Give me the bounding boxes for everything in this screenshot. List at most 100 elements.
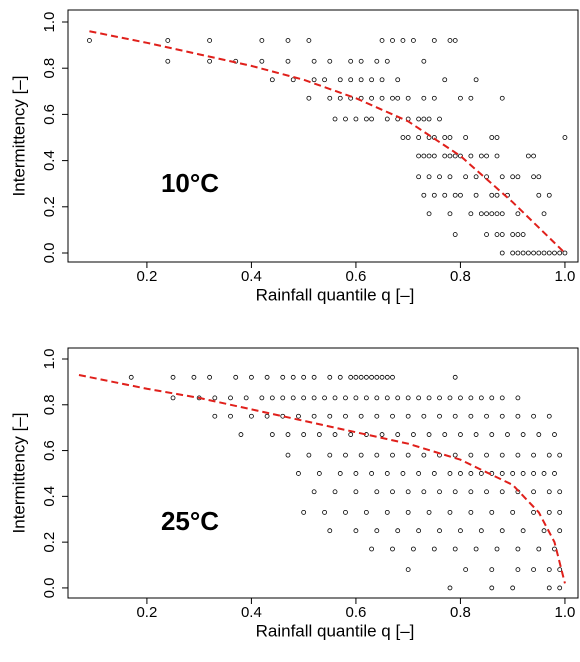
point	[379, 38, 385, 43]
point	[379, 374, 385, 380]
point	[442, 135, 448, 140]
point	[463, 567, 469, 573]
point	[379, 77, 385, 83]
point	[301, 432, 307, 437]
plot-frame	[67, 9, 579, 263]
point	[228, 413, 233, 419]
point	[473, 77, 479, 83]
point	[390, 489, 395, 495]
point	[306, 452, 312, 458]
point	[431, 95, 437, 101]
point	[437, 174, 442, 180]
point	[416, 135, 422, 140]
point	[327, 95, 333, 101]
point	[452, 232, 458, 237]
point	[499, 452, 505, 458]
point	[437, 489, 442, 495]
point	[374, 413, 380, 419]
point	[358, 58, 364, 64]
point	[421, 489, 427, 495]
point	[458, 192, 463, 198]
point	[311, 395, 317, 401]
point	[468, 509, 474, 515]
x-axis-label: Rainfall quantile q [–]	[256, 285, 415, 304]
point	[499, 413, 505, 419]
point	[484, 153, 489, 159]
x-tick-label: 0.4	[241, 268, 262, 285]
point	[348, 58, 354, 64]
point	[363, 395, 369, 401]
point	[452, 374, 458, 380]
point	[87, 38, 92, 43]
point	[489, 135, 495, 140]
point	[421, 413, 427, 419]
point	[353, 374, 359, 380]
point	[525, 250, 531, 256]
point	[546, 413, 552, 419]
point	[431, 546, 437, 552]
point	[489, 192, 495, 198]
point	[531, 509, 536, 515]
point	[249, 374, 254, 380]
point	[264, 413, 270, 419]
point	[478, 211, 484, 217]
point	[337, 77, 343, 83]
point	[301, 374, 307, 380]
point	[515, 395, 521, 401]
point	[510, 585, 516, 591]
point	[384, 471, 390, 476]
point	[280, 395, 286, 401]
point	[499, 489, 505, 495]
point	[332, 395, 338, 401]
point	[170, 395, 176, 401]
point	[416, 174, 422, 180]
point	[431, 192, 437, 198]
point	[353, 471, 359, 476]
point	[531, 250, 536, 256]
point	[337, 374, 343, 380]
point	[442, 192, 448, 198]
point	[557, 528, 563, 534]
point	[489, 509, 495, 515]
point	[531, 413, 536, 419]
y-tick-label: 0.2	[41, 532, 58, 553]
point	[405, 489, 411, 495]
point	[311, 489, 317, 495]
point	[285, 58, 291, 64]
point	[405, 509, 411, 515]
point	[447, 211, 453, 217]
point	[322, 509, 327, 515]
point	[301, 395, 307, 401]
point	[447, 174, 453, 180]
point	[395, 432, 401, 437]
point	[494, 153, 500, 159]
y-tick-label: 0.6	[41, 104, 58, 125]
point	[541, 250, 547, 256]
x-tick-label: 0.2	[136, 604, 157, 621]
point	[395, 395, 401, 401]
point	[447, 395, 453, 401]
point	[499, 232, 505, 237]
plot-frame	[67, 347, 579, 599]
point	[478, 395, 484, 401]
point	[499, 250, 505, 256]
point	[562, 135, 568, 140]
point	[515, 174, 521, 180]
point	[536, 250, 542, 256]
point	[369, 116, 374, 122]
point	[285, 432, 291, 437]
point	[520, 232, 526, 237]
point	[348, 77, 354, 83]
point	[515, 232, 521, 237]
point	[374, 374, 380, 380]
point	[437, 528, 442, 534]
point	[358, 452, 364, 458]
point	[431, 153, 437, 159]
point	[306, 95, 312, 101]
point	[515, 211, 521, 217]
point	[426, 395, 432, 401]
point	[343, 452, 348, 458]
point	[546, 452, 552, 458]
point	[337, 471, 343, 476]
point	[212, 413, 218, 419]
